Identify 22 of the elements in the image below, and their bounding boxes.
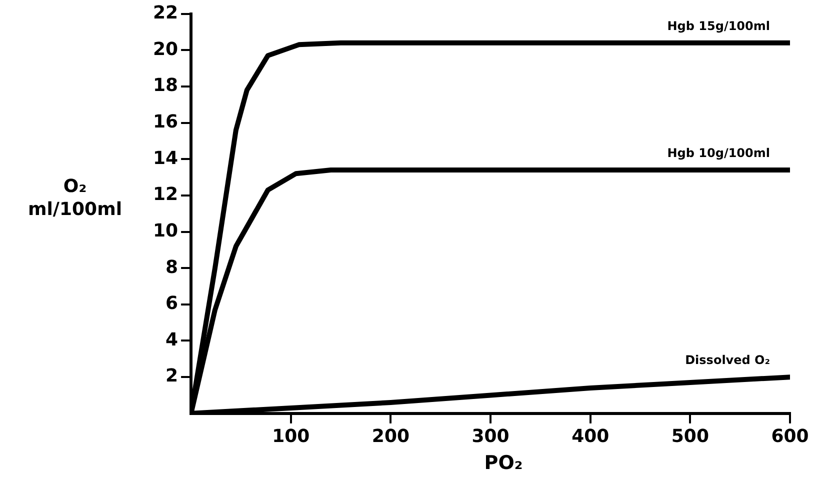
series-label: Hgb 15g/100ml (667, 18, 770, 33)
x-tick-label: 400 (572, 426, 610, 447)
y-tick-label: 16 (152, 111, 178, 132)
series-label: Dissolved O₂ (685, 353, 770, 368)
x-axis-title: PO₂ (483, 452, 524, 474)
y-tick-label: 4 (166, 329, 178, 350)
x-tick-label: 500 (671, 426, 709, 447)
y-axis-title: O₂ ml/100ml (27, 175, 123, 222)
y-tick-label: 2 (166, 366, 178, 387)
y-tick-label: 20 (152, 38, 178, 60)
x-tick-label: 600 (771, 426, 809, 447)
y-tick-label: 14 (152, 148, 178, 169)
y-tick-label: 6 (166, 293, 178, 314)
y-tick-label: 22 (152, 2, 178, 24)
y-tick-label: 8 (166, 256, 178, 278)
y-tick-label: 12 (152, 184, 178, 206)
series-label: Hgb 10g/100ml (667, 146, 770, 160)
x-tick-label: 200 (372, 426, 410, 447)
x-tick-label: 100 (272, 426, 310, 447)
y-tick-label: 10 (152, 220, 178, 242)
x-tick-label: 300 (472, 426, 510, 447)
y-tick-label: 18 (152, 75, 178, 96)
